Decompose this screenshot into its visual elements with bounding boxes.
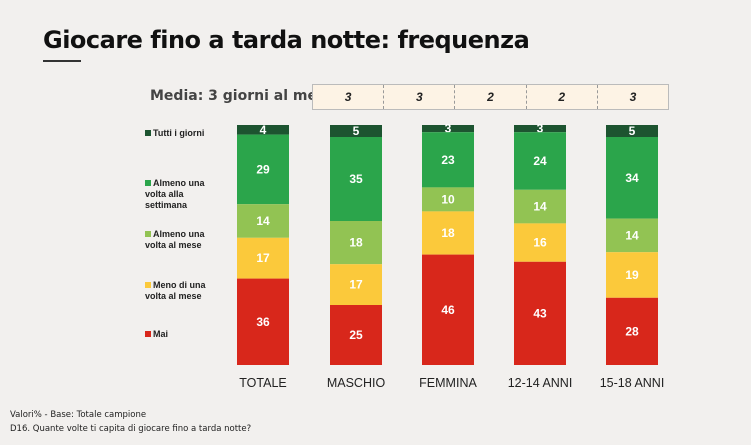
data-label: 19 bbox=[625, 268, 639, 282]
category-label: 12-14 ANNI bbox=[508, 376, 573, 390]
bar-segment bbox=[237, 278, 289, 365]
data-label: 43 bbox=[533, 306, 547, 320]
bar-segment bbox=[606, 125, 658, 137]
data-label: 14 bbox=[533, 200, 547, 214]
bar-segment bbox=[606, 218, 658, 253]
bar-segment bbox=[330, 264, 382, 305]
legend-item: Almeno una volta al mese bbox=[145, 229, 215, 251]
bar-segment bbox=[237, 237, 289, 279]
data-label: 29 bbox=[256, 162, 270, 176]
data-label: 14 bbox=[256, 214, 270, 228]
data-label: 3 bbox=[445, 122, 452, 136]
legend-label: Almeno una volta alla settimana bbox=[145, 178, 205, 210]
legend-item: Meno di una volta al mese bbox=[145, 280, 215, 302]
data-label: 3 bbox=[537, 122, 544, 136]
legend-swatch bbox=[145, 231, 151, 237]
data-label: 5 bbox=[629, 124, 636, 138]
page-title: Giocare fino a tarda notte: frequenza bbox=[43, 26, 530, 54]
bar-segment bbox=[237, 134, 289, 205]
footnote-question: D16. Quante volte ti capita di giocare f… bbox=[10, 424, 252, 434]
legend-item: Mai bbox=[145, 329, 225, 340]
data-label: 5 bbox=[353, 124, 360, 138]
category-label: TOTALE bbox=[239, 376, 286, 390]
bar-segment bbox=[514, 189, 566, 224]
legend-swatch bbox=[145, 331, 151, 337]
data-label: 14 bbox=[625, 228, 639, 242]
bar-segment bbox=[330, 125, 382, 137]
data-label: 34 bbox=[625, 171, 639, 185]
bar-segment bbox=[422, 211, 474, 255]
title-underline bbox=[43, 60, 81, 62]
legend-label: Meno di una volta al mese bbox=[145, 280, 206, 301]
media-value: 2 bbox=[454, 85, 525, 109]
bar-segment bbox=[514, 223, 566, 262]
legend-label: Mai bbox=[153, 329, 169, 339]
legend-swatch bbox=[145, 180, 151, 186]
bar-segment bbox=[237, 204, 289, 238]
data-label: 17 bbox=[349, 278, 363, 292]
category-label: MASCHIO bbox=[327, 376, 386, 390]
data-label: 25 bbox=[349, 328, 363, 342]
bar-segment bbox=[514, 261, 566, 365]
data-label: 36 bbox=[256, 315, 270, 329]
bar-segment bbox=[330, 137, 382, 221]
data-label: 46 bbox=[441, 303, 455, 317]
data-label: 18 bbox=[349, 236, 363, 250]
category-label: 15-18 ANNI bbox=[600, 376, 665, 390]
media-value: 3 bbox=[383, 85, 454, 109]
bar-segment bbox=[606, 252, 658, 298]
bar-segment bbox=[606, 297, 658, 365]
media-value: 3 bbox=[596, 85, 668, 109]
bar-segment bbox=[422, 254, 474, 365]
bar-segment bbox=[422, 125, 474, 133]
bar-segment bbox=[422, 187, 474, 212]
data-label: 24 bbox=[533, 154, 547, 168]
media-row: 3 3 2 2 3 bbox=[312, 84, 669, 110]
data-label: 4 bbox=[260, 123, 267, 137]
legend-item: Almeno una volta alla settimana bbox=[145, 178, 207, 211]
bar-segment bbox=[330, 221, 382, 265]
category-label: FEMMINA bbox=[419, 376, 477, 390]
bar-segment bbox=[606, 137, 658, 219]
legend-swatch bbox=[145, 282, 151, 288]
legend-swatch bbox=[145, 130, 151, 136]
media-value: 2 bbox=[525, 85, 597, 109]
legend-item: Tutti i giorni bbox=[145, 128, 225, 139]
data-label: 35 bbox=[349, 172, 363, 186]
data-label: 16 bbox=[533, 236, 547, 250]
footnote-base: Valori% - Base: Totale campione bbox=[10, 410, 147, 420]
data-label: 23 bbox=[441, 153, 455, 167]
data-label: 10 bbox=[441, 192, 455, 206]
legend-label: Tutti i giorni bbox=[153, 128, 205, 138]
bar-segment bbox=[514, 125, 566, 133]
data-label: 17 bbox=[256, 251, 270, 265]
bar-segment bbox=[330, 305, 382, 365]
bar-segment bbox=[422, 132, 474, 188]
bar-segment bbox=[514, 132, 566, 190]
bar-segment bbox=[237, 125, 289, 135]
legend-label: Almeno una volta al mese bbox=[145, 229, 205, 250]
media-value: 3 bbox=[344, 90, 352, 104]
data-label: 28 bbox=[625, 324, 639, 338]
data-label: 18 bbox=[441, 226, 455, 240]
media-label: Media: 3 giorni al mese bbox=[150, 88, 335, 104]
